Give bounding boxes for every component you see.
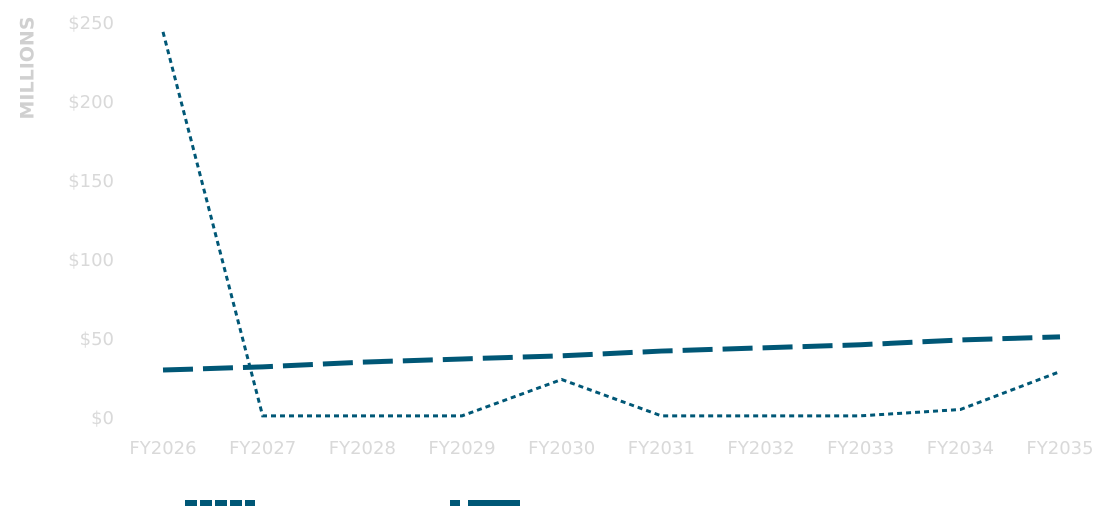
y-tick-label: $50	[80, 329, 114, 350]
y-tick-label: $200	[68, 92, 114, 113]
x-tick-label: FY2030	[528, 438, 595, 459]
x-tick-label: FY2028	[329, 438, 396, 459]
series-line	[162, 334, 1061, 373]
y-tick-label: $0	[91, 408, 114, 429]
x-tick-label: FY2026	[129, 438, 196, 459]
x-tick-label: FY2033	[827, 438, 894, 459]
y-tick-label: $100	[68, 250, 114, 271]
y-tick-label: $150	[68, 171, 114, 192]
x-tick-label: FY2031	[628, 438, 695, 459]
series-line	[161, 31, 1061, 418]
x-tick-label: FY2034	[927, 438, 994, 459]
x-tick-label: FY2029	[428, 438, 495, 459]
x-tick-label: FY2027	[229, 438, 296, 459]
y-tick-label: $250	[68, 13, 114, 34]
x-tick-label: FY2035	[1026, 438, 1093, 459]
y-axis-label: MILLIONS	[17, 17, 39, 120]
x-tick-label: FY2032	[727, 438, 794, 459]
